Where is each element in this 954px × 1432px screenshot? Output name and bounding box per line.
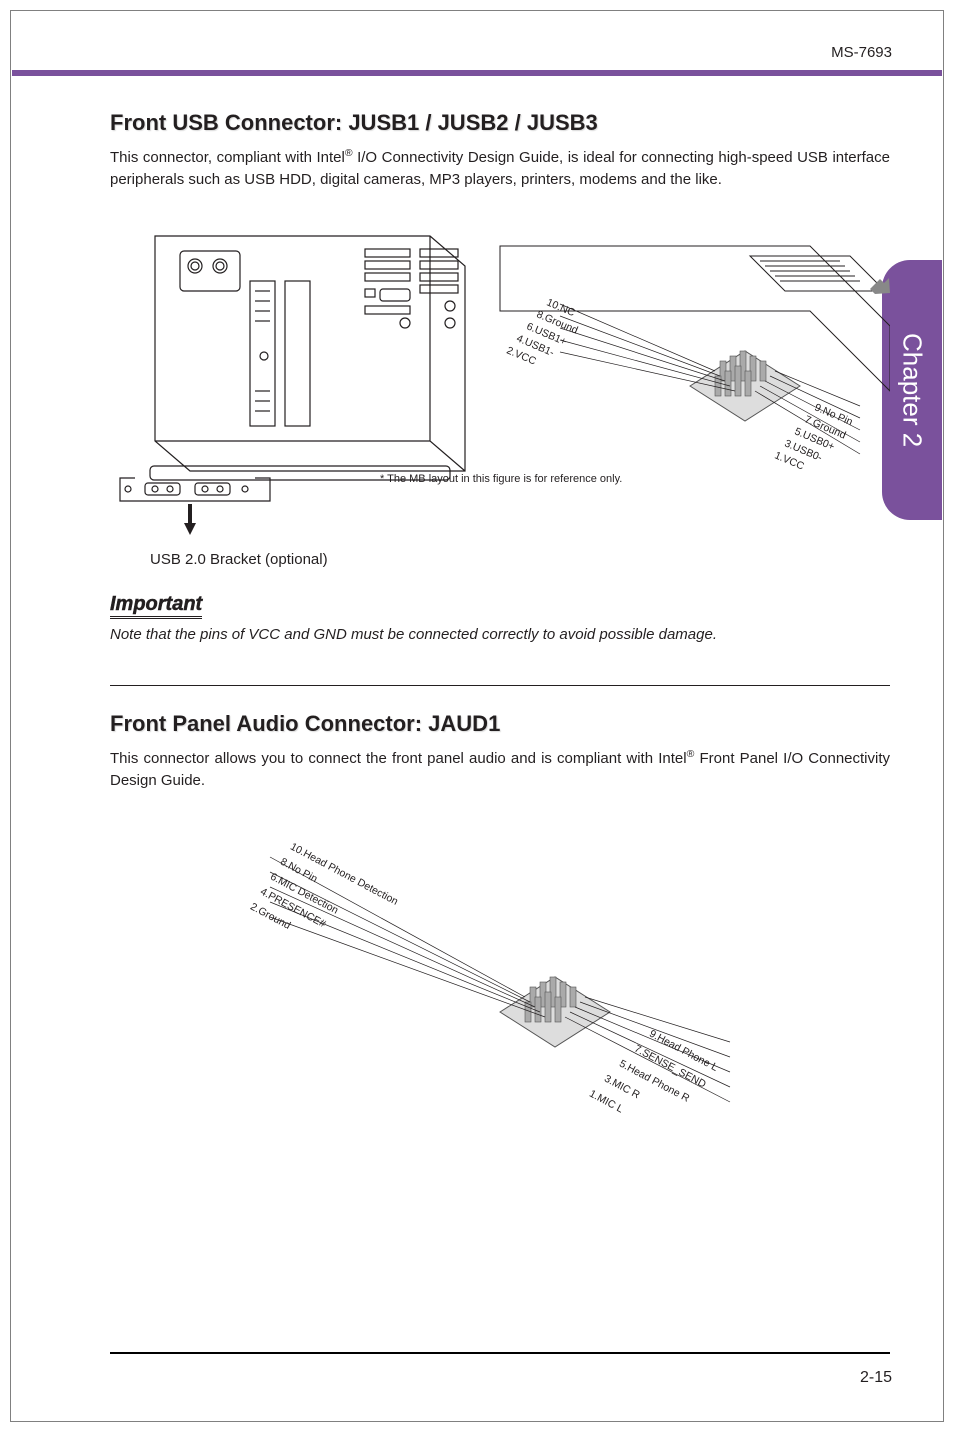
important-label: Important [110,593,202,619]
section2-figure: 10.Head Phone Detection 8.No Pin 6.MIC D… [110,812,890,1122]
important-text: Note that the pins of VCC and GND must b… [110,624,890,646]
arrow-stem [188,504,192,524]
main-content: Front USB Connector: JUSB1 / JUSB2 / JUS… [110,110,890,1122]
section2-title: Front Panel Audio Connector: JAUD1 [110,711,890,737]
header-model: MS-7693 [831,44,892,61]
page-number: 2-15 [860,1369,892,1387]
section1-title: Front USB Connector: JUSB1 / JUSB2 / JUS… [110,110,890,136]
section2-body-pre: This connector allows you to connect the… [110,750,687,767]
section2-body: This connector allows you to connect the… [110,747,890,792]
section1-body: This connector, compliant with Intel® I/… [110,146,890,191]
pc-tower-svg [110,211,890,541]
section-divider [110,685,890,686]
chapter-tab: Chapter 2 [882,260,942,520]
section1-body-pre: This connector, compliant with Intel [110,149,345,166]
audio-header-svg [110,812,890,1122]
header-purple-bar [12,70,942,76]
arrow-down-icon [184,523,196,535]
reg-mark: ® [345,147,353,159]
section1-figure: 10.NC 8.Ground 6.USB1+ 4.USB1- 2.VCC 9.N… [110,211,890,541]
usb-bracket-caption: USB 2.0 Bracket (optional) [150,551,890,568]
footer-line [110,1352,890,1354]
mb-layout-note: * The MB layout in this figure is for re… [380,473,622,485]
